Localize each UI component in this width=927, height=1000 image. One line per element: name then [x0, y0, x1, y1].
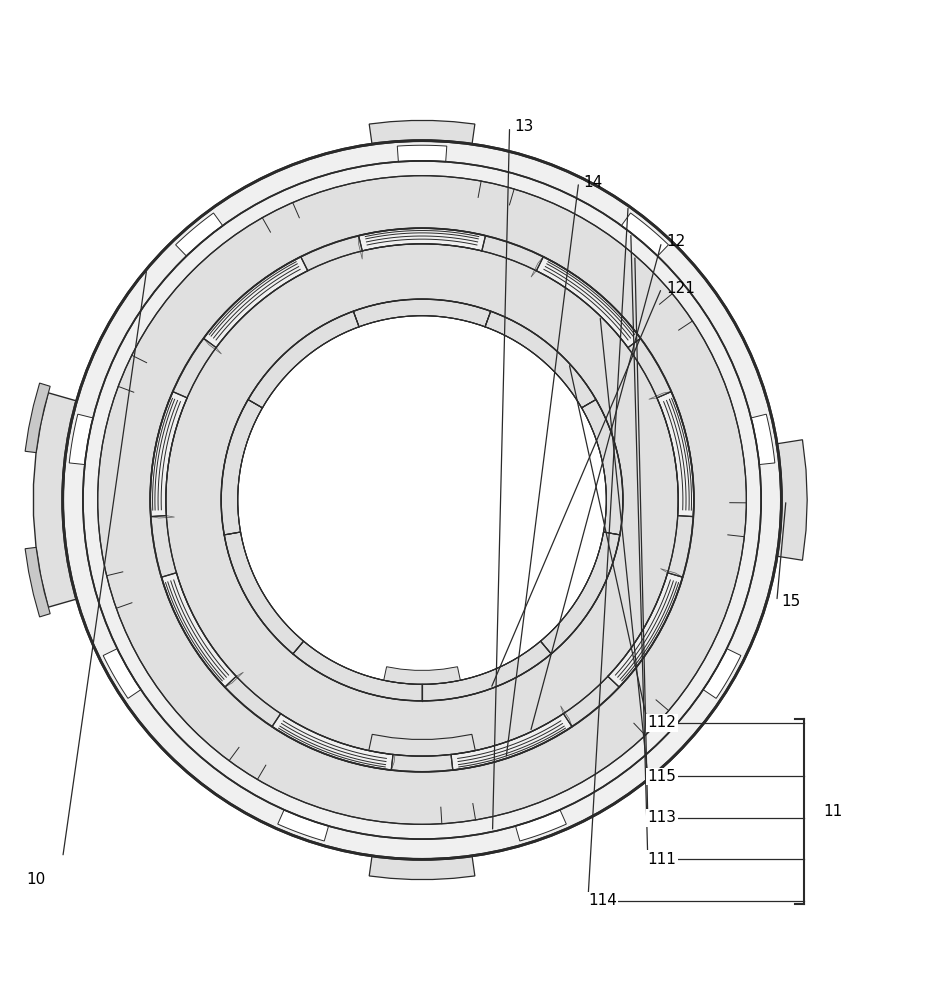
Polygon shape	[391, 747, 396, 770]
Polygon shape	[660, 569, 682, 577]
Text: 10: 10	[26, 872, 45, 887]
Text: 114: 114	[588, 893, 616, 908]
Polygon shape	[384, 667, 461, 684]
Polygon shape	[369, 734, 476, 756]
Circle shape	[222, 299, 623, 701]
Text: 15: 15	[781, 594, 801, 609]
Polygon shape	[272, 714, 393, 770]
Polygon shape	[422, 641, 552, 701]
Polygon shape	[353, 299, 490, 327]
Text: 13: 13	[514, 119, 534, 134]
Polygon shape	[225, 672, 244, 687]
Polygon shape	[608, 573, 682, 687]
Polygon shape	[369, 856, 475, 879]
Circle shape	[97, 176, 746, 824]
Polygon shape	[25, 547, 50, 617]
Polygon shape	[359, 236, 362, 259]
Polygon shape	[398, 145, 447, 162]
Polygon shape	[451, 714, 572, 770]
Circle shape	[237, 316, 606, 684]
Polygon shape	[224, 532, 303, 654]
Polygon shape	[25, 383, 50, 453]
Text: 115: 115	[648, 769, 677, 784]
Polygon shape	[515, 810, 566, 841]
Polygon shape	[293, 641, 422, 701]
Polygon shape	[204, 257, 308, 348]
Polygon shape	[621, 213, 668, 256]
Polygon shape	[540, 532, 620, 654]
Polygon shape	[70, 414, 93, 465]
Polygon shape	[33, 393, 77, 607]
Polygon shape	[151, 516, 174, 518]
Text: 112: 112	[648, 715, 677, 730]
Text: 121: 121	[667, 281, 695, 296]
Polygon shape	[531, 257, 543, 277]
Polygon shape	[649, 392, 671, 399]
Polygon shape	[175, 213, 222, 256]
Polygon shape	[248, 311, 359, 408]
Polygon shape	[485, 311, 596, 408]
Polygon shape	[778, 447, 802, 553]
Polygon shape	[222, 400, 262, 535]
Polygon shape	[204, 338, 222, 354]
Text: 12: 12	[667, 234, 685, 249]
Polygon shape	[161, 573, 236, 687]
Polygon shape	[704, 649, 741, 698]
Text: 11: 11	[823, 804, 842, 819]
Polygon shape	[537, 257, 641, 348]
Polygon shape	[103, 649, 141, 698]
Polygon shape	[777, 440, 807, 560]
Text: 111: 111	[648, 852, 677, 867]
Polygon shape	[561, 706, 572, 727]
Polygon shape	[657, 392, 694, 517]
Polygon shape	[150, 392, 187, 517]
Text: 113: 113	[648, 810, 677, 825]
Polygon shape	[581, 400, 623, 535]
Polygon shape	[359, 228, 486, 251]
Polygon shape	[278, 810, 328, 841]
Polygon shape	[369, 121, 475, 144]
Polygon shape	[751, 414, 775, 465]
Circle shape	[63, 141, 781, 859]
Text: 14: 14	[583, 175, 603, 190]
